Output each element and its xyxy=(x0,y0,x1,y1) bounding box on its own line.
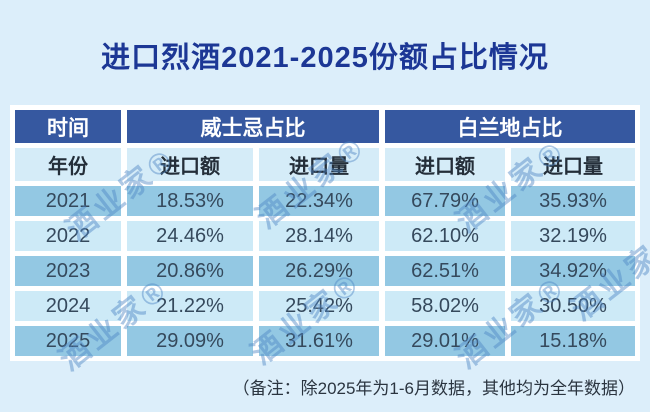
cell-whisky-value: 21.22% xyxy=(127,291,253,321)
header-brandy-group: 白兰地占比 xyxy=(385,110,635,143)
cell-year: 2024 xyxy=(15,291,121,321)
cell-brandy-value: 62.10% xyxy=(385,221,505,251)
header-time-group: 时间 xyxy=(15,110,121,143)
cell-whisky-volume: 26.29% xyxy=(259,256,379,286)
cell-year: 2023 xyxy=(15,256,121,286)
cell-whisky-value: 29.09% xyxy=(127,326,253,356)
cell-whisky-volume: 25.42% xyxy=(259,291,379,321)
header-brandy-import-volume: 进口量 xyxy=(511,148,635,181)
page-title: 进口烈酒2021-2025份额占比情况 xyxy=(101,42,549,74)
header-whisky-import-value: 进口额 xyxy=(127,148,253,181)
cell-whisky-volume: 22.34% xyxy=(259,186,379,216)
cell-year: 2021 xyxy=(15,186,121,216)
cell-brandy-value: 29.01% xyxy=(385,326,505,356)
share-table: 时间 威士忌占比 白兰地占比 年份 进口额 进口量 进口额 进口量 2021 1… xyxy=(10,105,640,361)
header-whisky-group: 威士忌占比 xyxy=(127,110,379,143)
header-brandy-import-value: 进口额 xyxy=(385,148,505,181)
cell-whisky-value: 18.53% xyxy=(127,186,253,216)
cell-year: 2022 xyxy=(15,221,121,251)
cell-brandy-value: 58.02% xyxy=(385,291,505,321)
cell-whisky-value: 24.46% xyxy=(127,221,253,251)
cell-brandy-volume: 32.19% xyxy=(511,221,635,251)
cell-brandy-volume: 34.92% xyxy=(511,256,635,286)
cell-whisky-volume: 28.14% xyxy=(259,221,379,251)
cell-year: 2025 xyxy=(15,326,121,356)
cell-brandy-volume: 30.50% xyxy=(511,291,635,321)
cell-brandy-volume: 15.18% xyxy=(511,326,635,356)
footnote: （备注：除2025年为1-6月数据，其他均为全年数据） xyxy=(232,379,635,398)
cell-whisky-volume: 31.61% xyxy=(259,326,379,356)
cell-brandy-value: 67.79% xyxy=(385,186,505,216)
cell-brandy-volume: 35.93% xyxy=(511,186,635,216)
cell-whisky-value: 20.86% xyxy=(127,256,253,286)
header-whisky-import-volume: 进口量 xyxy=(259,148,379,181)
header-year: 年份 xyxy=(15,148,121,181)
cell-brandy-value: 62.51% xyxy=(385,256,505,286)
